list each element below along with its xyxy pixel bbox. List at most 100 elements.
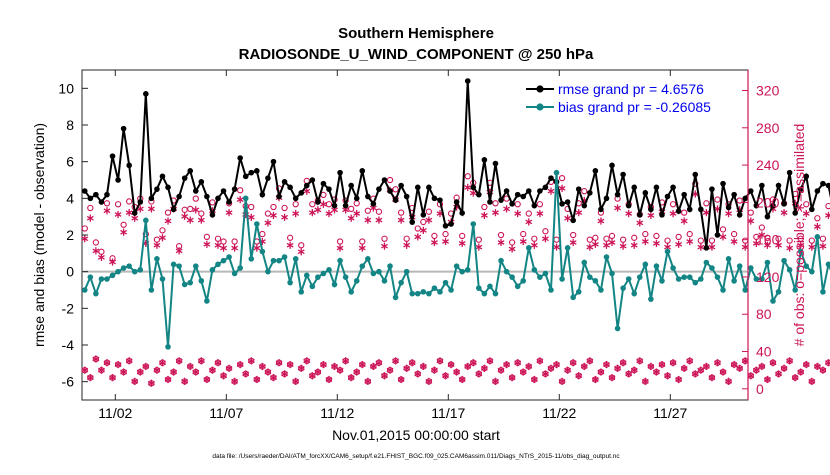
- bias-point: [337, 257, 343, 264]
- possible-obs-marker: [692, 180, 699, 187]
- possible-obs-marker: [786, 237, 793, 244]
- assimilated-obs-marker: [147, 205, 155, 213]
- rmse-point: [287, 184, 293, 191]
- possible-obs-marker: [231, 238, 238, 245]
- bias-point: [181, 281, 188, 288]
- assimilated-obs-marker-low: [503, 360, 511, 369]
- assimilated-marker-stroke: [658, 362, 666, 367]
- assimilated-obs-marker-low: [242, 370, 250, 378]
- assimilated-obs-marker-low: [580, 362, 588, 371]
- possible-obs-marker: [359, 238, 366, 245]
- assimilated-marker-stroke: [580, 364, 588, 369]
- assimilated-marker-stroke: [664, 373, 671, 379]
- possible-obs-marker: [608, 232, 616, 240]
- assimilated-marker-stroke: [802, 211, 810, 216]
- rmse-point: [126, 162, 132, 169]
- assimilated-obs-marker-low: [220, 372, 227, 380]
- bias-point: [470, 221, 477, 227]
- assimilated-marker-stroke: [619, 360, 627, 366]
- assimilated-marker-stroke: [192, 369, 200, 375]
- assimilated-marker-stroke: [286, 242, 294, 248]
- bias-point: [759, 276, 765, 282]
- bias-point: [525, 245, 532, 251]
- assimilated-obs-marker: [825, 211, 830, 220]
- assimilated-marker-stroke: [414, 234, 422, 240]
- assimilated-marker-stroke: [236, 197, 244, 202]
- possible-obs-marker: [159, 227, 166, 234]
- assimilated-marker-stroke: [242, 371, 250, 377]
- possible-obs-marker: [381, 235, 388, 242]
- assimilated-obs-marker: [92, 247, 100, 255]
- rmse-point: [731, 191, 737, 198]
- assimilated-marker-stroke: [125, 210, 133, 215]
- assimilated-marker-stroke: [675, 241, 683, 247]
- possible-obs-marker: [270, 203, 277, 211]
- assimilated-marker-stroke: [403, 242, 411, 248]
- assimilated-marker-stroke: [564, 215, 572, 221]
- assimilated-obs-marker-low: [603, 360, 610, 369]
- assimilated-marker-stroke: [530, 242, 538, 248]
- assimilated-obs-marker-low: [231, 377, 239, 385]
- assimilated-obs-marker: [414, 233, 422, 241]
- assimilated-marker-stroke: [680, 218, 688, 224]
- bias-point: [825, 261, 830, 268]
- possible-obs-marker: [442, 230, 449, 238]
- assimilated-obs-marker: [763, 241, 771, 249]
- bias-point: [398, 279, 404, 286]
- assimilated-obs-marker: [575, 209, 583, 217]
- rmse-point: [459, 210, 465, 216]
- assimilated-obs-marker-low: [447, 360, 455, 369]
- assimilated-obs-marker-low: [791, 374, 799, 382]
- rmse-point: [775, 182, 782, 189]
- assimilated-marker-stroke: [92, 356, 100, 362]
- assimilated-marker-stroke: [691, 371, 699, 377]
- assimilated-obs-marker: [131, 214, 139, 222]
- rmse-point: [653, 184, 660, 191]
- possible-obs-marker: [81, 225, 88, 232]
- rmse-point: [742, 195, 749, 202]
- bias-point: [559, 276, 565, 282]
- assimilated-obs-marker-low: [314, 368, 322, 376]
- assimilated-marker-stroke: [314, 207, 322, 213]
- assimilated-obs-marker: [614, 204, 622, 212]
- assimilated-marker-stroke: [286, 362, 294, 367]
- assimilated-obs-marker: [603, 241, 610, 249]
- assimilated-obs-marker-low: [652, 368, 660, 376]
- bias-point: [603, 254, 610, 260]
- assimilated-marker-stroke: [603, 242, 610, 248]
- assimilated-obs-marker: [708, 243, 716, 251]
- assimilated-marker-stroke: [231, 245, 239, 251]
- assimilated-obs-marker: [652, 239, 660, 247]
- assimilated-obs-marker-low: [719, 368, 727, 376]
- possible-obs-marker: [87, 204, 94, 212]
- bias-point: [320, 270, 327, 277]
- x-tick-label: 11/02: [98, 405, 132, 421]
- rmse-point: [537, 188, 543, 194]
- assimilated-obs-marker: [236, 195, 244, 204]
- rmse-series: [81, 78, 830, 251]
- x-axis-label: Nov.01,2015 00:00:00 start: [332, 427, 500, 443]
- rmse-point: [642, 190, 649, 196]
- rmse-point: [786, 169, 793, 176]
- assimilated-marker-stroke: [81, 236, 89, 242]
- assimilated-obs-marker-low: [630, 366, 638, 374]
- bias-point: [797, 248, 804, 255]
- assimilated-marker-stroke: [375, 360, 383, 366]
- assimilated-marker-stroke: [369, 364, 377, 369]
- rmse-point: [93, 191, 99, 198]
- legend-rmse-label: rmse grand pr = 4.6576: [558, 81, 704, 97]
- possible-obs-marker: [653, 232, 660, 240]
- assimilated-marker-stroke: [297, 365, 305, 371]
- assimilated-obs-marker: [591, 240, 599, 248]
- bias-point: [659, 278, 665, 284]
- assimilated-marker-stroke: [630, 367, 638, 373]
- assimilated-obs-marker-low: [808, 377, 816, 385]
- bias-point: [209, 267, 216, 273]
- assimilated-marker-stroke: [625, 371, 633, 377]
- assimilated-marker-stroke: [153, 367, 161, 373]
- assimilated-obs-marker: [281, 213, 289, 221]
- assimilated-marker-stroke: [336, 367, 344, 373]
- bias-point: [814, 234, 821, 240]
- y-left-tick-label: 8: [66, 117, 74, 133]
